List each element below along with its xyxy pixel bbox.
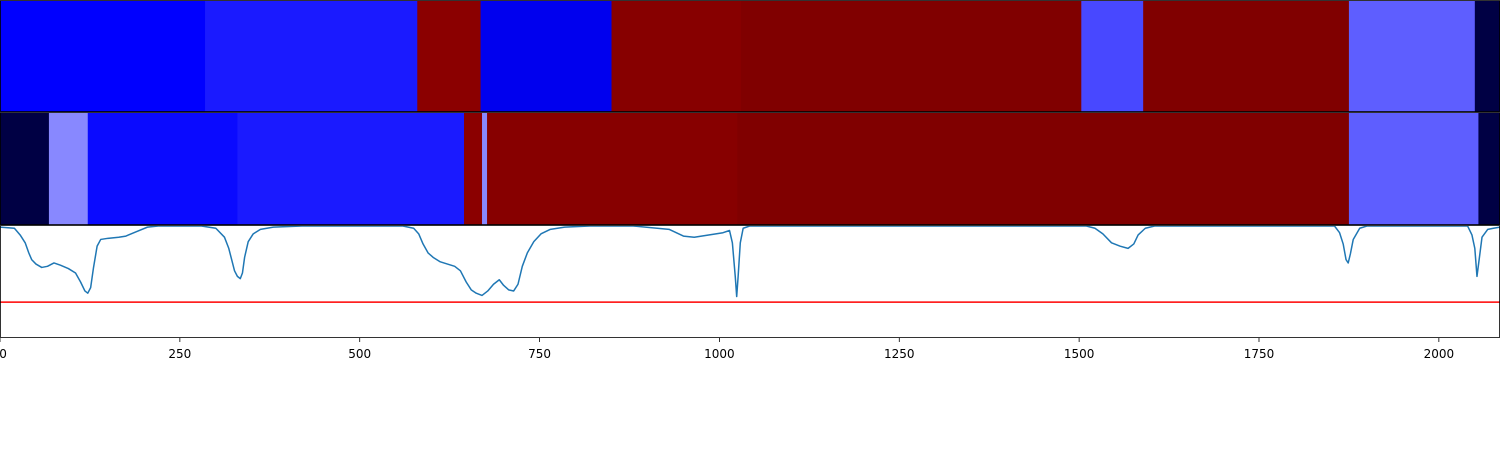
row1-segment-3 — [417, 1, 482, 112]
x-tick-label-1500: 1500 — [1064, 347, 1095, 361]
row1-segment-8 — [1143, 1, 1350, 112]
x-tick-label-1250: 1250 — [884, 347, 915, 361]
row2-segment-1 — [0, 113, 50, 225]
x-tick-label-500: 500 — [348, 347, 371, 361]
row2-segment-6 — [482, 113, 488, 225]
x-axis: 0 250 500 750 1000 1250 1500 1750 2000 — [0, 338, 1454, 361]
x-tick-label-1750: 1750 — [1244, 347, 1275, 361]
line-panel — [0, 226, 1500, 303]
row1-segment-5 — [611, 1, 742, 112]
row2-segment-8 — [737, 113, 1350, 225]
series-line — [0, 226, 1500, 298]
row1-segment-1 — [0, 1, 206, 112]
row1-segment-7 — [1081, 1, 1144, 112]
row1-segment-2 — [205, 1, 418, 112]
row1-segment-10 — [1474, 1, 1500, 112]
row2-segment-9 — [1348, 113, 1480, 225]
row1-segment-9 — [1348, 1, 1476, 112]
row2-segment-2 — [48, 113, 89, 225]
x-tick-label-2000: 2000 — [1424, 347, 1455, 361]
row2-segment-10 — [1478, 113, 1500, 225]
segment-row-1 — [0, 1, 1500, 112]
row2-segment-4 — [237, 113, 465, 225]
x-tick-label-750: 750 — [528, 347, 551, 361]
row1-segment-4 — [480, 1, 613, 112]
row2-segment-7 — [487, 113, 739, 225]
row1-segment-6 — [741, 1, 1082, 112]
row2-segment-3 — [87, 113, 239, 225]
x-tick-label-0: 0 — [0, 347, 7, 361]
row2-segment-5 — [464, 113, 483, 225]
x-tick-label-1000: 1000 — [704, 347, 735, 361]
segment-row-2 — [0, 113, 1500, 225]
panel-frame-3 — [0, 225, 1500, 338]
x-tick-label-250: 250 — [168, 347, 191, 361]
